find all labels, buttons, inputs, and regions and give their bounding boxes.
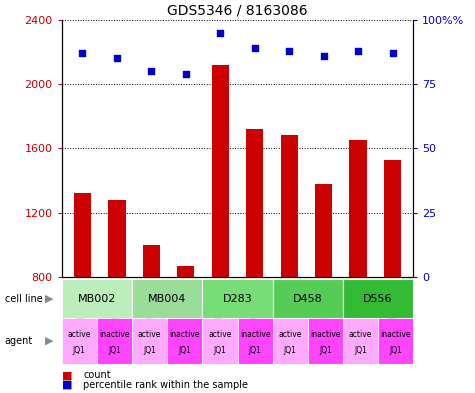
Text: active: active [138,330,162,339]
Bar [343,279,413,318]
Text: JQ1: JQ1 [248,346,262,355]
Text: JQ1: JQ1 [108,346,121,355]
Point [285,48,293,54]
Bar [74,193,91,277]
Point [182,71,190,77]
Bar [62,318,97,364]
Bar [246,129,263,277]
Text: active: active [208,330,232,339]
Text: active: active [349,330,372,339]
Text: D458: D458 [293,294,323,304]
Bar [202,279,273,318]
Text: inactive: inactive [310,330,341,339]
Text: JQ1: JQ1 [143,346,156,355]
Bar [350,140,367,277]
Bar [343,318,378,364]
Text: cell line: cell line [5,294,42,304]
Text: JQ1: JQ1 [213,346,227,355]
Text: inactive: inactive [99,330,130,339]
Text: percentile rank within the sample: percentile rank within the sample [83,380,248,390]
Point [389,50,396,56]
Bar [212,65,229,277]
Text: inactive: inactive [170,330,200,339]
Point [113,55,121,61]
Text: JQ1: JQ1 [319,346,332,355]
Bar [108,200,125,277]
Point [320,53,327,59]
Bar [273,279,343,318]
Text: active: active [278,330,302,339]
Bar [238,318,273,364]
Text: agent: agent [5,336,33,346]
Text: active: active [67,330,91,339]
Bar [132,279,202,318]
Text: ▶: ▶ [45,294,54,304]
Text: inactive: inactive [380,330,411,339]
Point [354,48,362,54]
Text: ■: ■ [62,370,72,380]
Text: count: count [83,370,111,380]
Text: JQ1: JQ1 [284,346,297,355]
Bar [142,245,160,277]
Text: JQ1: JQ1 [389,346,402,355]
Bar [384,160,401,277]
Bar [177,266,194,277]
Bar [308,318,343,364]
Point [79,50,86,56]
Bar [315,184,332,277]
Bar [97,318,132,364]
Text: D556: D556 [363,294,393,304]
Bar [132,318,167,364]
Point [148,68,155,74]
Text: MB002: MB002 [78,294,116,304]
Bar [378,318,413,364]
Text: JQ1: JQ1 [354,346,367,355]
Bar [202,318,238,364]
Text: ■: ■ [62,380,72,390]
Text: JQ1: JQ1 [73,346,86,355]
Point [217,29,224,36]
Text: inactive: inactive [240,330,270,339]
Bar [273,318,308,364]
Text: MB004: MB004 [148,294,186,304]
Bar [62,279,132,318]
Text: ▶: ▶ [45,336,54,346]
Bar [281,136,298,277]
Title: GDS5346 / 8163086: GDS5346 / 8163086 [167,3,308,17]
Bar [167,318,202,364]
Point [251,45,258,51]
Text: D283: D283 [223,294,252,304]
Text: JQ1: JQ1 [178,346,191,355]
